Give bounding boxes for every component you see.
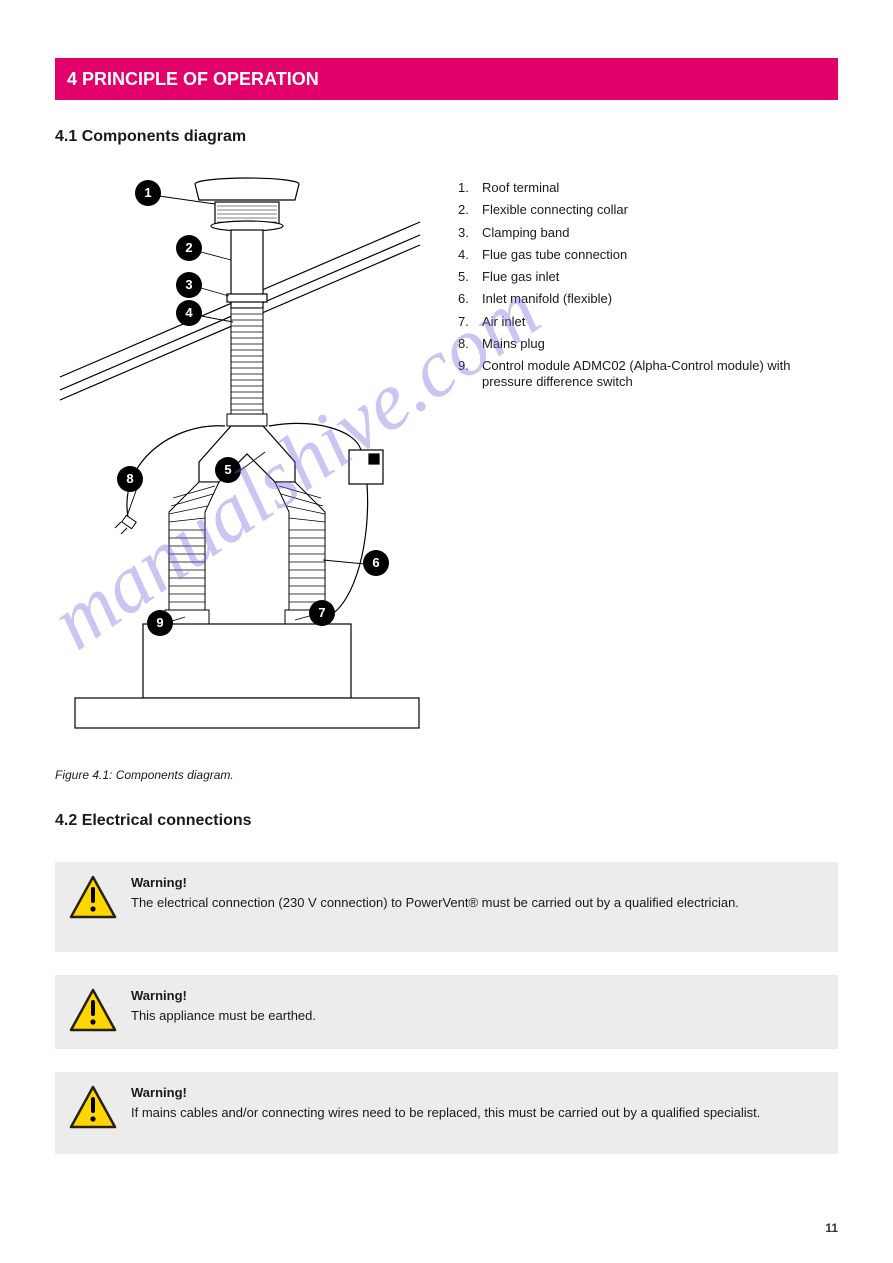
legend-row: 7.Air inlet [458, 314, 838, 330]
legend-row: 2.Flexible connecting collar [458, 202, 838, 218]
page: 4 PRINCIPLE OF OPERATION 4.1 Components … [0, 0, 893, 1263]
legend-num: 2. [458, 202, 482, 218]
legend-text: Flue gas tube connection [482, 247, 838, 263]
warning-icon [69, 985, 131, 1035]
page-number: 11 [825, 1221, 838, 1235]
warning-text: Warning! This appliance must be earthed. [131, 985, 824, 1024]
legend-row: 1.Roof terminal [458, 180, 838, 196]
warning-body: The electrical connection (230 V connect… [131, 894, 824, 912]
warning-text: Warning! The electrical connection (230 … [131, 872, 824, 911]
legend-text: Roof terminal [482, 180, 838, 196]
diagram-badge-7: 7 [309, 600, 335, 626]
legend-text: Flexible connecting collar [482, 202, 838, 218]
warning-box: Warning! If mains cables and/or connecti… [55, 1072, 838, 1154]
legend-num: 8. [458, 336, 482, 352]
legend-row: 3.Clamping band [458, 225, 838, 241]
warning-title: Warning! [131, 1084, 824, 1102]
section-title-electrical: 4.2 Electrical connections [55, 812, 252, 830]
legend-num: 7. [458, 314, 482, 330]
legend-num: 1. [458, 180, 482, 196]
figure-label: Figure 4.1: Components diagram. [55, 768, 234, 782]
warning-box: Warning! This appliance must be earthed. [55, 975, 838, 1049]
header-title: 4 PRINCIPLE OF OPERATION [67, 69, 319, 89]
header-bar: 4 PRINCIPLE OF OPERATION [55, 58, 838, 100]
warning-box: Warning! The electrical connection (230 … [55, 862, 838, 952]
legend-num: 6. [458, 291, 482, 307]
diagram-badge-5: 5 [215, 457, 241, 483]
legend-text: Control module ADMC02 (Alpha-Control mod… [482, 358, 838, 391]
legend-row: 9.Control module ADMC02 (Alpha-Control m… [458, 358, 838, 391]
legend-text: Air inlet [482, 314, 838, 330]
legend-text: Inlet manifold (flexible) [482, 291, 838, 307]
legend-num: 3. [458, 225, 482, 241]
legend-num: 9. [458, 358, 482, 374]
diagram-badge-9: 9 [147, 610, 173, 636]
diagram-badge-1: 1 [135, 180, 161, 206]
legend-row: 4.Flue gas tube connection [458, 247, 838, 263]
diagram-badge-6: 6 [363, 550, 389, 576]
diagram-badge-2: 2 [176, 235, 202, 261]
warning-body: This appliance must be earthed. [131, 1007, 824, 1025]
warning-title: Warning! [131, 874, 824, 892]
legend-row: 5.Flue gas inlet [458, 269, 838, 285]
warning-body: If mains cables and/or connecting wires … [131, 1104, 824, 1122]
warning-text: Warning! If mains cables and/or connecti… [131, 1082, 824, 1121]
legend-num: 5. [458, 269, 482, 285]
components-legend: 1.Roof terminal 2.Flexible connecting co… [458, 180, 838, 397]
warning-title: Warning! [131, 987, 824, 1005]
legend-num: 4. [458, 247, 482, 263]
legend-row: 6.Inlet manifold (flexible) [458, 291, 838, 307]
legend-text: Mains plug [482, 336, 838, 352]
diagram-badge-3: 3 [176, 272, 202, 298]
section-title-components: 4.1 Components diagram [55, 128, 246, 146]
diagram-badge-4: 4 [176, 300, 202, 326]
components-diagram: 1 2 3 4 5 6 7 8 9 [55, 162, 439, 744]
warning-icon [69, 1082, 131, 1132]
diagram-badge-8: 8 [117, 466, 143, 492]
warning-icon [69, 872, 131, 922]
legend-row: 8.Mains plug [458, 336, 838, 352]
legend-text: Flue gas inlet [482, 269, 838, 285]
legend-text: Clamping band [482, 225, 838, 241]
